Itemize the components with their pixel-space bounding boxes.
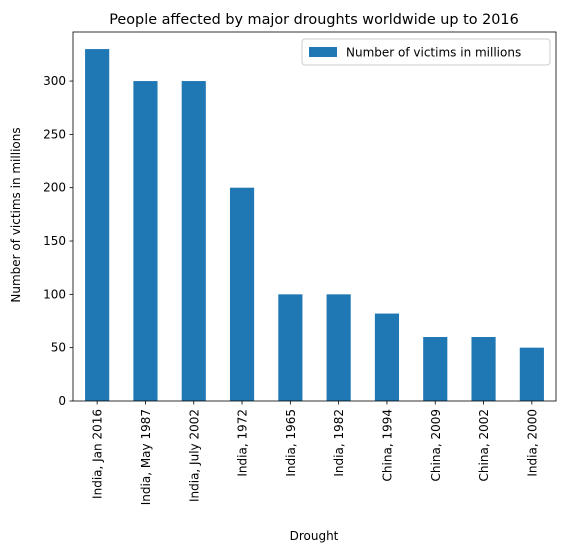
bar (471, 337, 496, 401)
bar (374, 313, 400, 401)
y-tick-label: 150 (43, 234, 66, 248)
chart-title: People affected by major droughts worldw… (109, 12, 519, 28)
bar (181, 81, 206, 401)
x-tick-label: India, 2000 (525, 409, 539, 477)
x-tick-label: China, 2009 (429, 409, 443, 481)
y-tick-label: 300 (43, 74, 66, 88)
bar (85, 49, 110, 401)
x-tick-label: China, 2002 (477, 409, 491, 481)
x-axis-label: Drought (290, 529, 339, 543)
bar (229, 187, 255, 401)
y-tick-label: 100 (43, 287, 66, 301)
x-tick-label: India, 1972 (236, 409, 250, 477)
y-tick-label: 200 (43, 181, 66, 195)
bar (326, 294, 351, 401)
plot-area: 0 50 100 150 200 250 300 India, Jan 2016 India, … (43, 31, 557, 505)
x-tick-label: China, 1994 (380, 409, 394, 481)
y-tick-label: 0 (58, 394, 66, 408)
y-axis-label: Number of victims in millions (9, 127, 23, 302)
legend: Number of victims in millions (301, 38, 551, 66)
legend-label: Number of victims in millions (346, 46, 521, 60)
x-tick-label: India, July 2002 (187, 409, 201, 502)
bar (519, 347, 544, 401)
x-tick-label: India, 1982 (332, 409, 346, 477)
axes-frame (72, 31, 557, 402)
x-tick-label: India, Jan 2016 (91, 409, 105, 499)
legend-box (301, 38, 551, 66)
bar (133, 81, 158, 401)
x-tick-label: India, May 1987 (139, 409, 153, 505)
y-tick-label: 250 (43, 127, 66, 141)
bar (278, 294, 303, 401)
x-tick-label: India, 1965 (284, 409, 298, 477)
y-tick-label: 50 (51, 341, 66, 355)
bar (423, 337, 448, 401)
legend-swatch (309, 47, 337, 57)
